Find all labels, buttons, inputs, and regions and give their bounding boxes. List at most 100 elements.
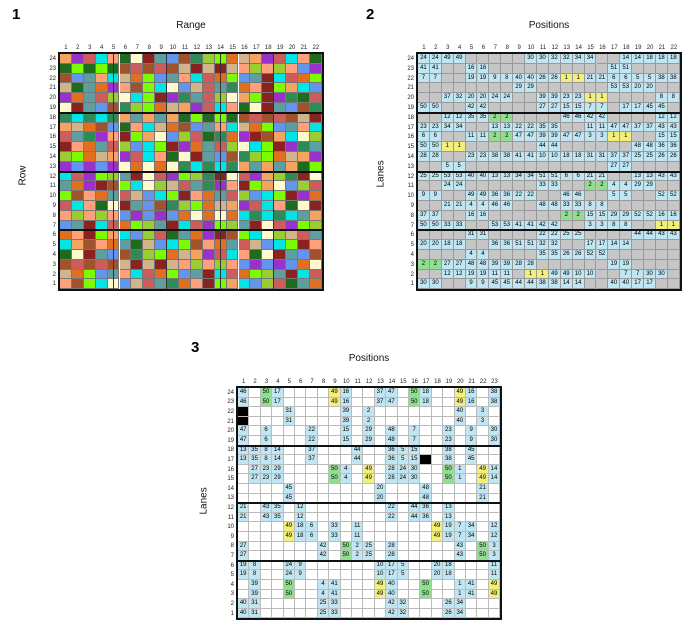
panel-2-cell: 28 (418, 152, 430, 162)
panel-1-cell (226, 210, 239, 221)
p3-col-tick: 22 (479, 379, 487, 385)
panel-3-cell (431, 599, 444, 609)
panel-3-cell (374, 464, 387, 475)
p1-row-tick: 3 (52, 261, 56, 268)
panel-1-cell (250, 230, 263, 241)
panel-3-cell: 50 (283, 589, 295, 600)
panel-1-cell (131, 201, 144, 211)
panel-2-cell (632, 201, 645, 211)
panel-2-cell: 15 (656, 132, 668, 143)
panel-3-cell (238, 416, 250, 427)
panel-2-cell (632, 112, 645, 123)
p3-row-tick: 18 (227, 447, 234, 454)
panel-1-cell (83, 210, 96, 221)
panel-3-cell (374, 512, 387, 523)
panel-3-cell: 16 (466, 388, 478, 398)
panel-2-cell (584, 191, 597, 201)
panel-3-cell (306, 580, 318, 590)
panel-2-cell (429, 83, 442, 94)
panel-1-cell (167, 240, 179, 250)
panel-2-cell (596, 279, 609, 290)
panel-2-cell: 51 (620, 63, 633, 74)
panel-2-cell: 26 (548, 73, 561, 84)
panel-1-cell (309, 93, 322, 103)
panel-1-cell (250, 279, 263, 290)
panel-1-cell (309, 191, 322, 201)
panel-2-cell: 1 (596, 93, 609, 103)
panel-1-ylabel: Row (17, 165, 29, 186)
panel-2-cell (441, 250, 454, 260)
panel-3-cell (317, 407, 330, 417)
panel-2-cell (465, 181, 478, 192)
panel-1-cell (83, 191, 96, 201)
panel-1-cell (143, 201, 156, 211)
panel-3-cell: 35 (272, 512, 284, 523)
panel-3-cell (454, 512, 466, 523)
panel-1-cell (226, 240, 239, 250)
panel-3-cell (477, 426, 489, 436)
panel-3-cell: 9 (466, 426, 478, 436)
panel-3-cell (260, 570, 273, 580)
panel-1-cell (274, 210, 287, 221)
panel-2-cell (513, 230, 526, 241)
panel-2-cell: 22 (525, 191, 537, 201)
panel-3-cell (317, 388, 330, 398)
panel-2-cell: 40 (513, 73, 526, 84)
p2-col-tick: 3 (446, 45, 450, 51)
panel-2-cell (525, 181, 537, 192)
panel-3-cell: 24 (283, 570, 295, 580)
panel-2-cell: 29 (620, 210, 633, 221)
panel-1-cell (226, 54, 239, 64)
p2-row-tick: 12 (407, 173, 414, 180)
panel-3-cell: 20 (431, 570, 444, 580)
panel-2-cell: 26 (572, 250, 585, 260)
panel-1-cell (143, 152, 156, 162)
panel-2-cell: 30 (418, 279, 430, 290)
panel-1-cell (83, 201, 96, 211)
panel-2-cell: 49 (465, 191, 478, 201)
panel-1-cell (286, 201, 298, 211)
panel-3-cell (283, 464, 295, 475)
panel-3-cell: 30 (409, 474, 421, 484)
panel-1-cell (60, 171, 72, 182)
panel-2-cell: 31 (465, 230, 478, 241)
panel-3-cell: 16 (340, 388, 352, 398)
panel-1-cell (298, 230, 310, 241)
panel-1-cell (238, 269, 251, 280)
panel-2-cell (644, 201, 656, 211)
panel-2-cell (453, 152, 466, 162)
panel-2-cell (465, 240, 478, 250)
panel-3-cell (249, 503, 261, 513)
panel-2-cell (667, 63, 680, 74)
panel-1-cell (238, 191, 251, 201)
panel-3-cell (431, 397, 444, 408)
panel-1-cell (119, 132, 132, 143)
panel-1-cell (286, 230, 298, 241)
p1-row-tick: 5 (52, 242, 56, 249)
panel-3-cell: 4 (340, 464, 352, 475)
panel-2-cell: 17 (584, 240, 597, 250)
panel-3-cell: 31 (283, 416, 295, 427)
panel-3-cell (466, 464, 478, 475)
panel-3-cell (431, 512, 444, 523)
panel-3-cell (420, 541, 432, 552)
panel-1-cell (179, 269, 191, 280)
panel-3-cell (443, 589, 455, 600)
panel-3-cell: 50 (477, 541, 489, 552)
panel-2-cell (513, 63, 526, 74)
panel-2-cell: 21 (453, 201, 466, 211)
panel-2-cell (608, 54, 621, 64)
panel-2-cell: 26 (537, 73, 549, 84)
panel-3-cell: 21 (238, 512, 250, 523)
panel-2-cell: 8 (656, 93, 668, 103)
panel-1-cell (95, 93, 108, 103)
panel-3-cell (249, 416, 261, 427)
panel-1-cell (60, 191, 72, 201)
panel-3-cell (420, 416, 432, 427)
panel-2-cell (644, 112, 656, 123)
panel-2-cell (489, 83, 502, 94)
panel-1-cell (250, 181, 263, 192)
p1-row-tick: 14 (49, 153, 56, 160)
panel-3-cell (466, 512, 478, 523)
p2-col-tick: 11 (539, 45, 547, 51)
